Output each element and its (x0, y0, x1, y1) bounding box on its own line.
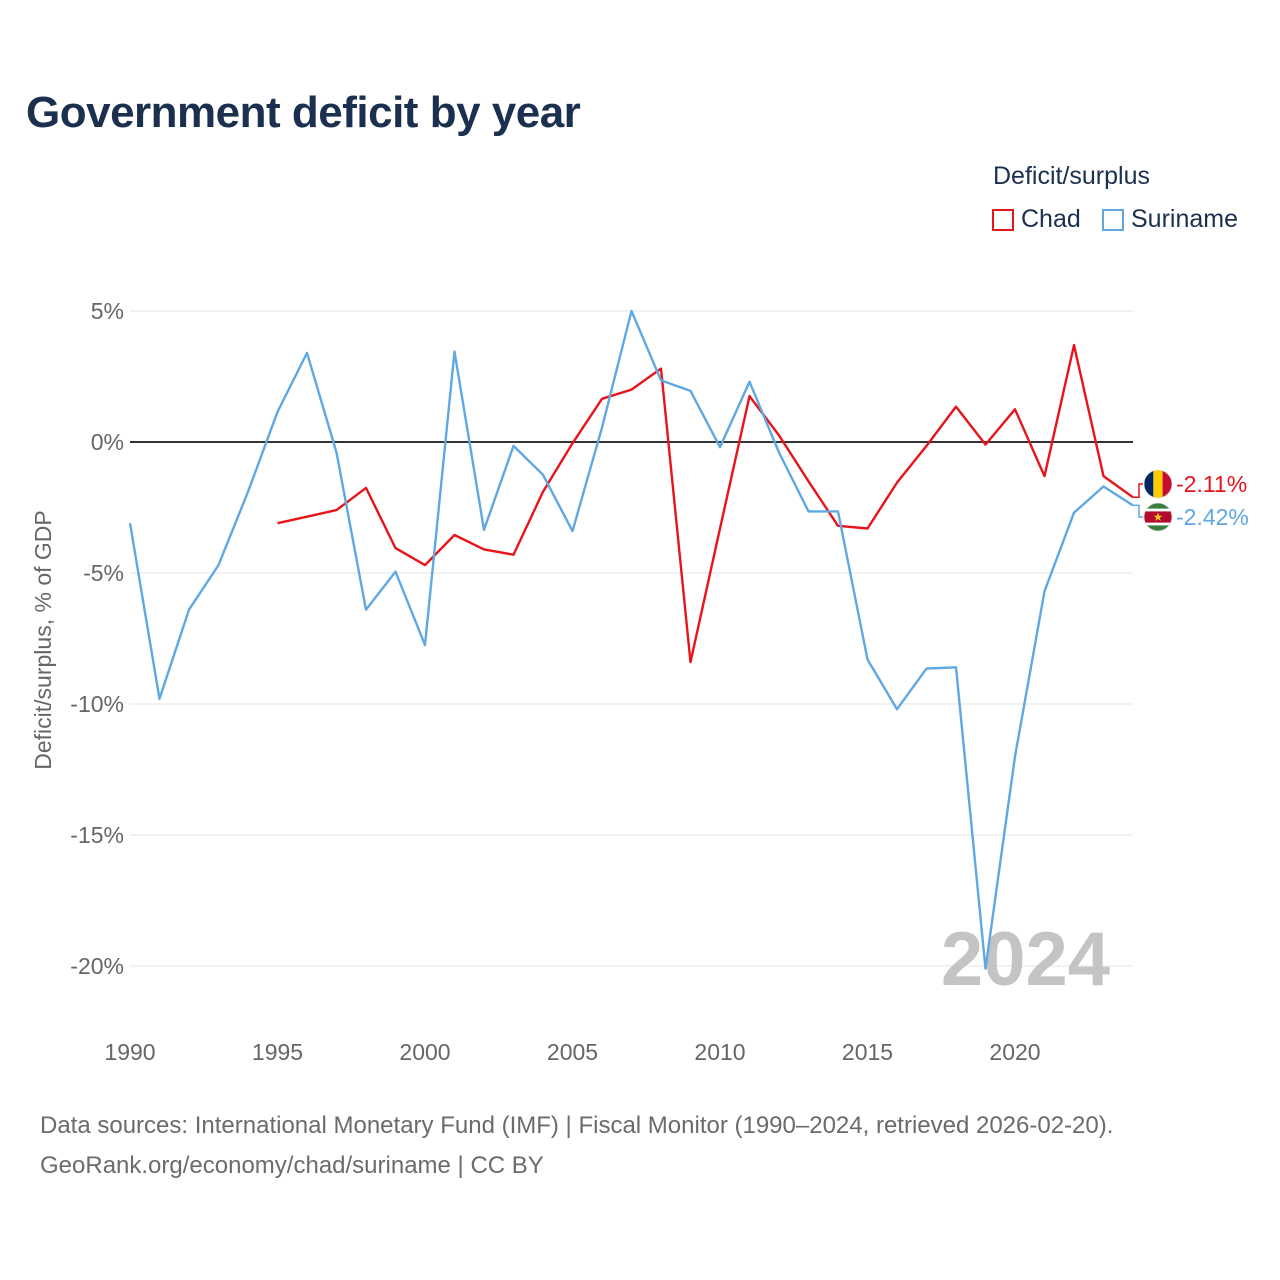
end-label-layer: -2.11% -2.42% (1133, 469, 1249, 532)
series-layer (128, 309, 1134, 970)
legend-item-chad[interactable]: Chad (992, 205, 1081, 234)
legend-label-suriname: Suriname (1131, 205, 1238, 233)
x-tick-label: 1995 (252, 1039, 303, 1065)
y-tick-label: -15% (70, 822, 124, 848)
y-tick-label: -20% (70, 953, 124, 979)
y-tick-label: -5% (83, 560, 124, 586)
legend-swatch-suriname (1102, 208, 1124, 231)
y-axis-label: Deficit/surplus, % of GDP (30, 510, 56, 769)
legend-item-suriname[interactable]: Suriname (1102, 205, 1238, 234)
y-tick-label: -10% (70, 691, 124, 717)
x-tick-label: 2020 (989, 1039, 1040, 1065)
end-label-connector (1133, 483, 1143, 499)
footer: Data sources: International Monetary Fun… (40, 1106, 1113, 1186)
end-value-label: -2.42% (1176, 504, 1249, 530)
y-tick-label: 0% (91, 429, 124, 455)
series-line-suriname (128, 309, 1134, 970)
x-tick-label: 2000 (399, 1039, 450, 1065)
y-tick-label: 5% (91, 298, 124, 324)
credit-link[interactable]: GeoRank.org/economy/chad/suriname | CC B… (40, 1152, 544, 1179)
chart-title: Government deficit by year (26, 88, 581, 137)
legend-swatch-chad (992, 208, 1014, 231)
x-tick-label: 2005 (547, 1039, 598, 1065)
x-tick-label: 2010 (694, 1039, 745, 1065)
axis-layer: 5% 0% -5% -10% -15% -20% 1990 1995 2000 2005 2010 2… (70, 298, 1133, 1065)
source-note: Data sources: International Monetary Fun… (40, 1112, 1114, 1139)
year-watermark: 2024 (941, 917, 1110, 1002)
x-tick-label: 1990 (104, 1039, 155, 1065)
suriname-flag (1143, 502, 1173, 532)
x-tick-label: 2015 (842, 1039, 893, 1065)
end-value-label: -2.11% (1176, 471, 1247, 497)
star-icon (1153, 512, 1163, 521)
grid-layer (130, 310, 1133, 967)
chad-flag (1143, 469, 1173, 499)
series-line-chad (277, 343, 1134, 664)
legend-label-chad: Chad (1021, 205, 1081, 233)
end-label-connector (1133, 504, 1143, 518)
legend-title: Deficit/surplus (993, 162, 1150, 190)
